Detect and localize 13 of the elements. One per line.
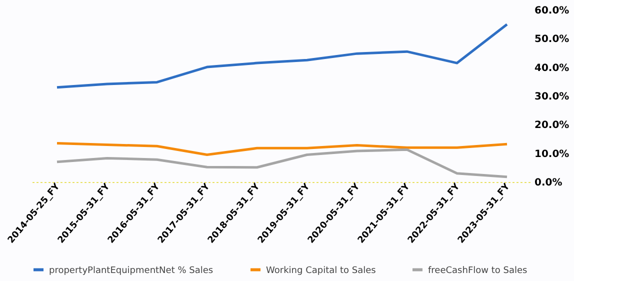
y-tick-label: 50.0% <box>534 34 570 46</box>
y-tick-label: 30.0% <box>534 92 570 102</box>
y-tick-label: 20.0% <box>534 120 570 132</box>
legend-label: freeCashFlow to Sales <box>428 266 528 276</box>
y-tick-label: 40.0% <box>534 62 570 74</box>
y-tick-label: 10.0% <box>534 148 570 160</box>
line-series <box>56 148 508 178</box>
line-series <box>56 142 508 156</box>
line-series <box>56 23 508 89</box>
legend-label: Working Capital to Sales <box>266 266 376 276</box>
y-tick-label: 0.0% <box>534 178 562 188</box>
y-tick-label: 60.0% <box>534 6 570 16</box>
legend-label: propertyPlantEquipmentNet % Sales <box>49 266 214 276</box>
